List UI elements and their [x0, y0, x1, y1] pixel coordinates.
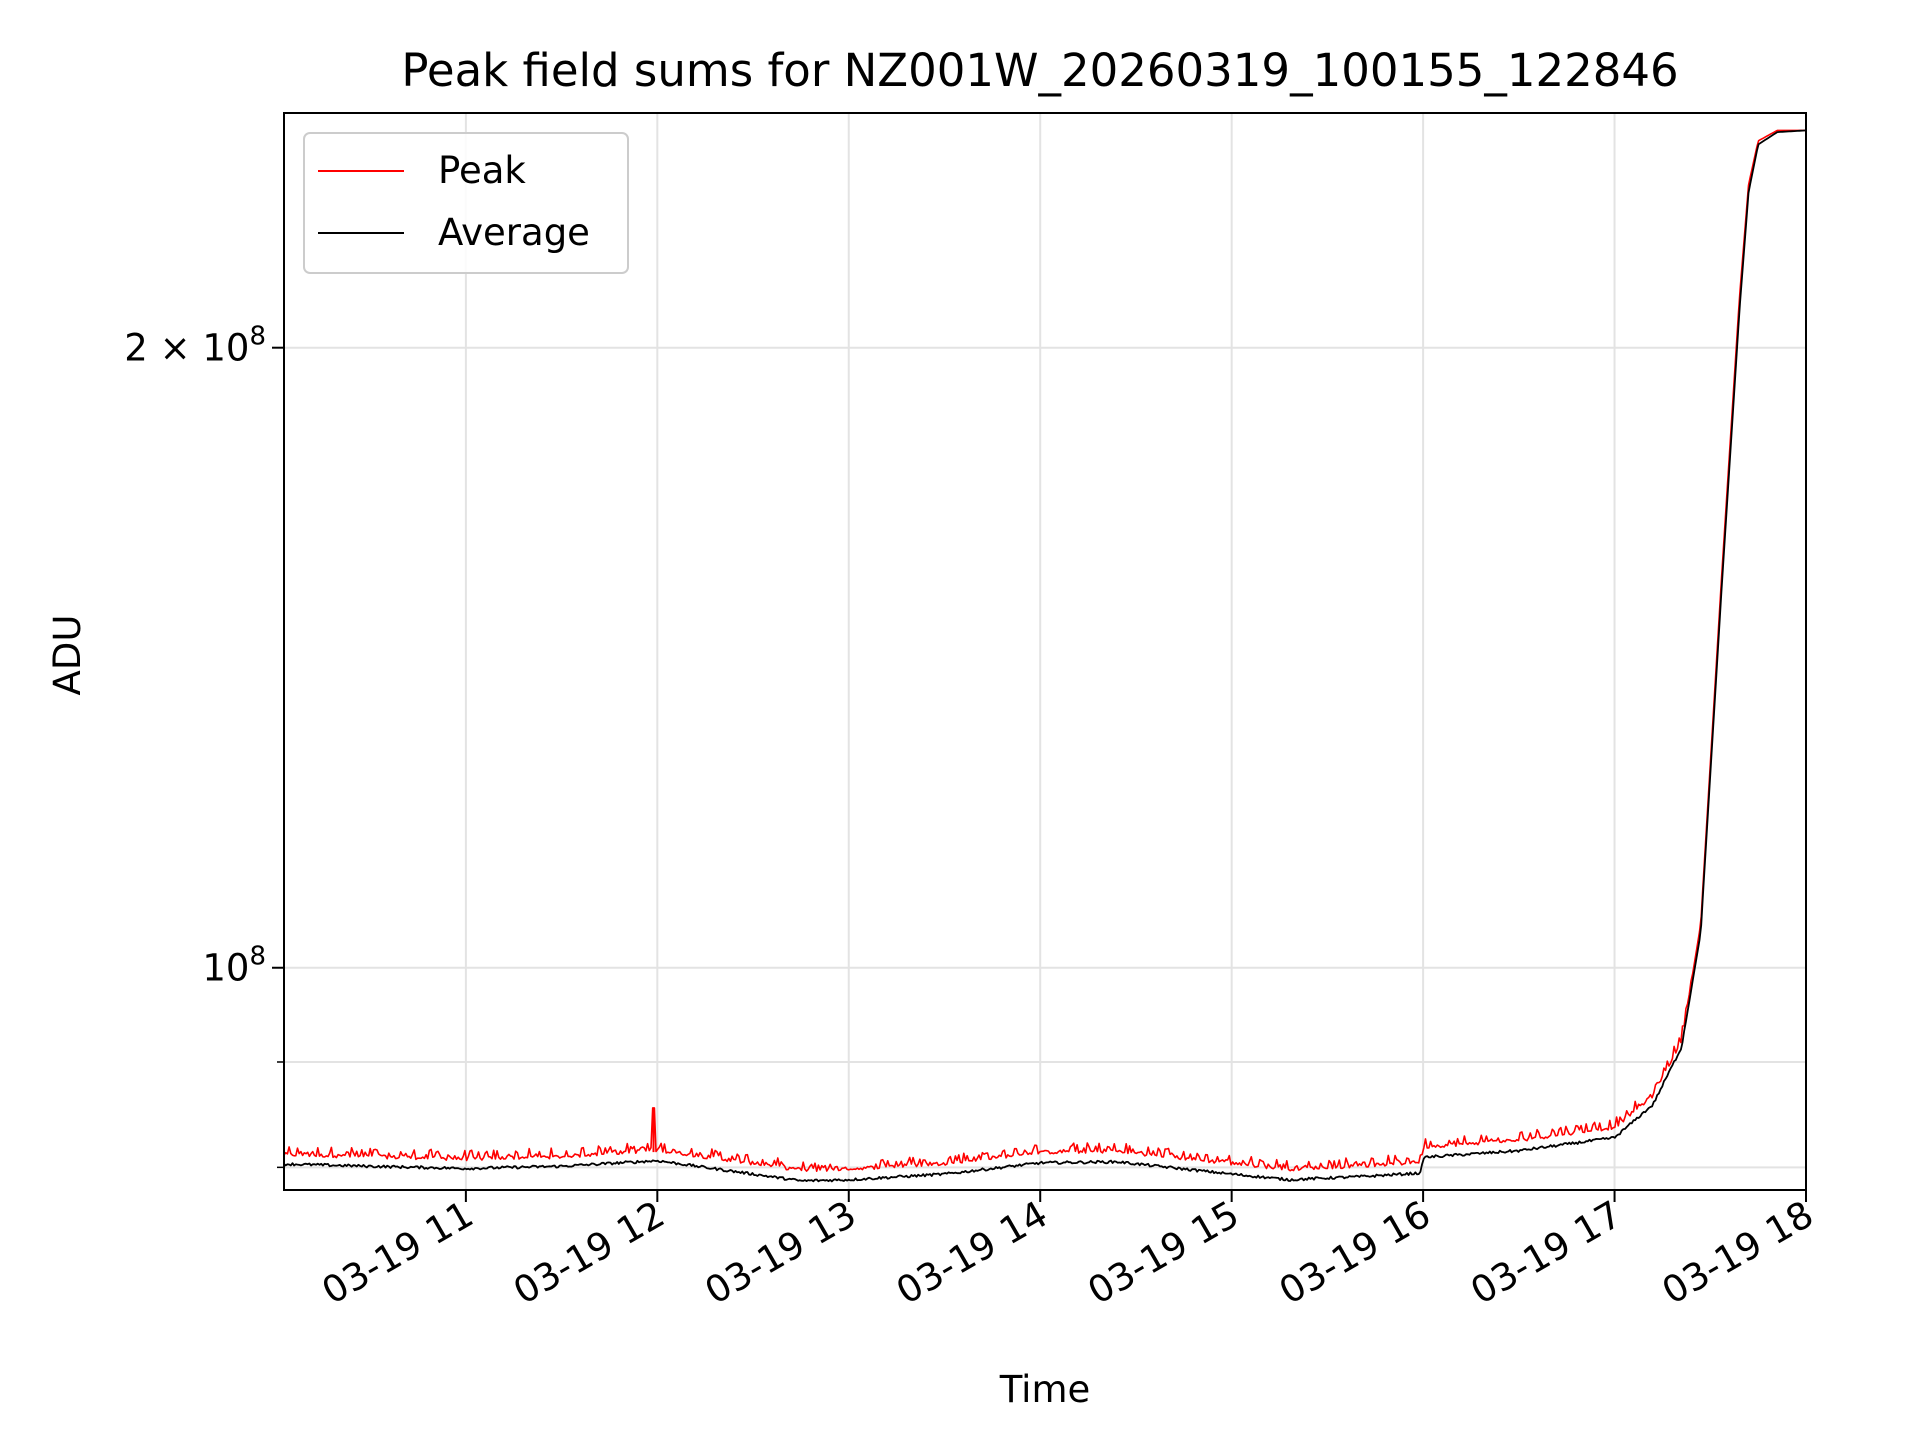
y-tick-label: 2 × 108: [124, 322, 266, 370]
x-axis-label: Time: [999, 1368, 1091, 1411]
plot-area-frame: [283, 112, 1807, 1191]
legend-box: [303, 132, 629, 274]
y-axis-label: ADU: [46, 615, 89, 696]
legend-label-average: Average: [438, 211, 590, 254]
legend-label-peak: Peak: [438, 149, 526, 192]
legend: Peak Average: [303, 132, 629, 274]
series-line-average: [283, 129, 1807, 1183]
series-line-peak: [283, 129, 1806, 1172]
plot-series: [283, 129, 1807, 1183]
y-tick-label: 108: [202, 942, 266, 990]
chart-title: Peak field sums for NZ001W_20260319_1001…: [401, 44, 1678, 97]
grid: [284, 113, 1807, 1190]
